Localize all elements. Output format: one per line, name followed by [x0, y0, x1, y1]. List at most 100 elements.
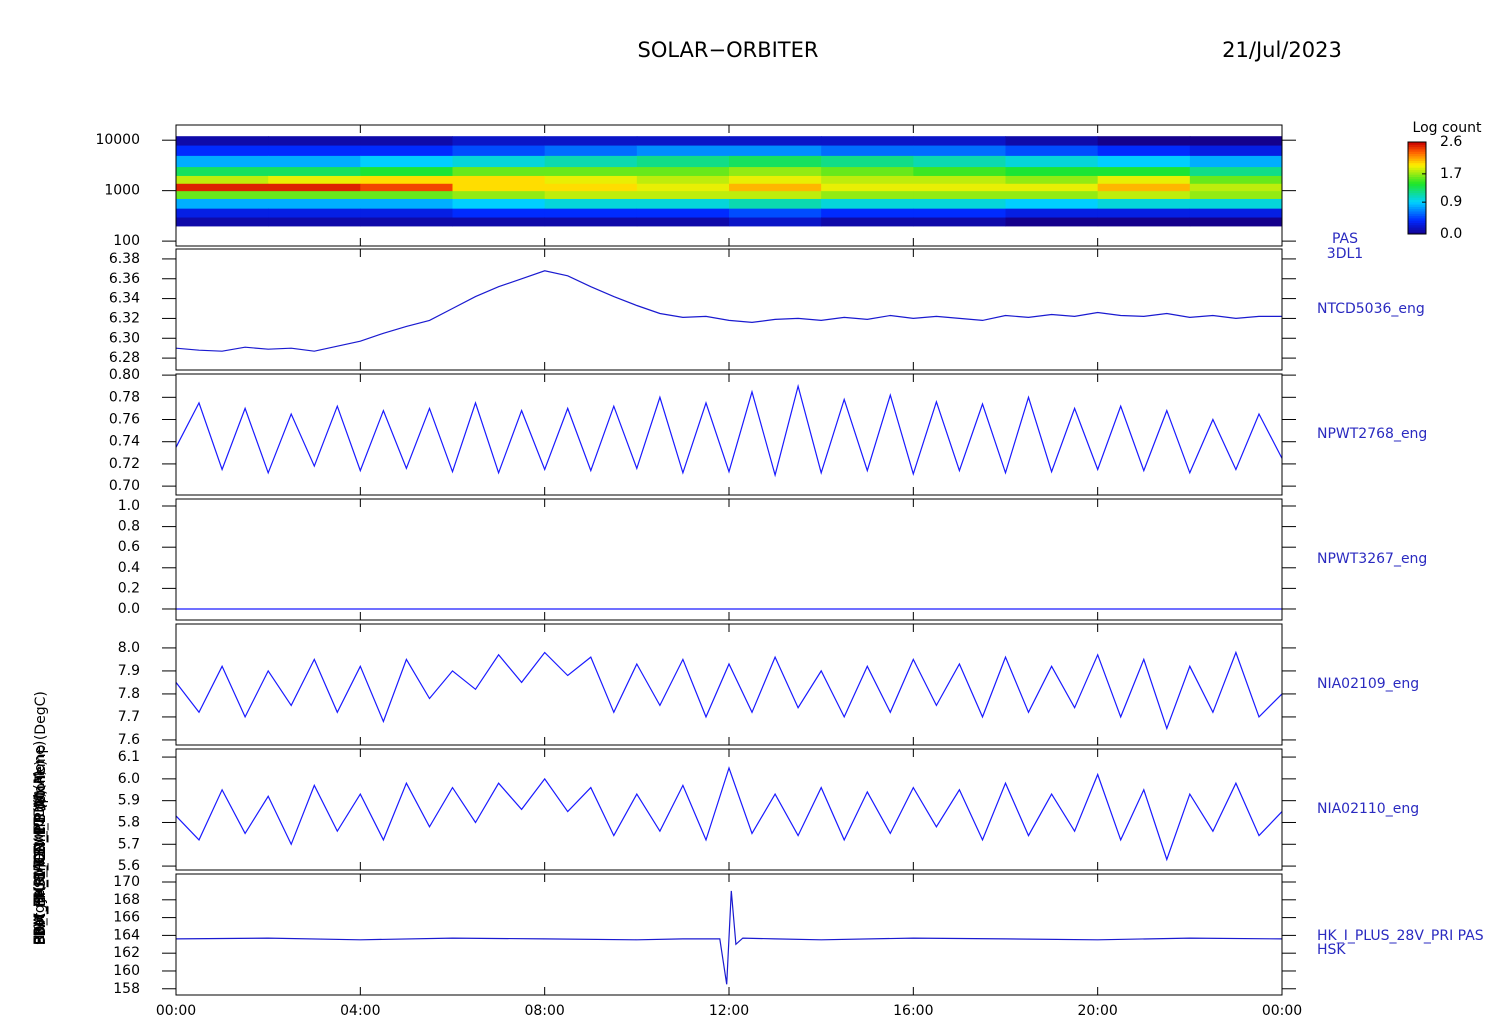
heatmap-cell: [636, 155, 730, 168]
heatmap-cell: [360, 198, 453, 209]
heatmap-cell: [1097, 166, 1191, 176]
colorbar-segment: [1408, 142, 1426, 145]
heatmap-cell: [176, 208, 269, 218]
heatmap-cell: [1097, 217, 1191, 227]
heatmap-cell: [268, 217, 361, 227]
colorbar-segment: [1408, 211, 1426, 214]
y-tick-label: 0.76: [109, 412, 140, 428]
colorbar-tick-label: 2.6: [1440, 134, 1462, 150]
colorbar-segment: [1408, 165, 1426, 168]
y-tick-label: 6.34: [109, 291, 140, 307]
heatmap-cell: [821, 155, 914, 168]
colorbar-tick-label: 1.7: [1440, 166, 1462, 182]
heatmap-cell: [729, 217, 822, 227]
y-tick-label: 5.9: [118, 793, 140, 809]
heatmap-cell: [360, 155, 453, 168]
heatmap-cell: [1005, 183, 1099, 192]
heatmap-cell: [913, 183, 1006, 192]
heatmap-cell: [544, 190, 638, 199]
heatmap-cell: [268, 175, 361, 184]
y-tick-label: 0.8: [118, 519, 140, 535]
colorbar-segment: [1408, 155, 1426, 159]
heatmap-cell: [821, 217, 914, 227]
heatmap-cell: [452, 145, 546, 156]
chart-date: 21/Jul/2023: [1222, 38, 1342, 62]
heatmap-cell: [268, 198, 361, 209]
panel-frame: [175, 248, 1283, 371]
heatmap-cell: [636, 198, 730, 209]
heatmap-cell: [636, 136, 730, 146]
heatmap-cell: [452, 136, 546, 146]
heatmap-cell: [1189, 145, 1283, 156]
x-tick-label: 00:00: [1262, 1003, 1302, 1019]
colorbar-segment: [1408, 162, 1426, 166]
y-tick-label: 0.74: [109, 434, 140, 450]
heatmap-cell: [176, 175, 269, 184]
panel-frame: [175, 498, 1283, 621]
heatmap-cell: [1189, 183, 1283, 192]
x-tick-label: 08:00: [524, 1003, 564, 1019]
y-tick-label: 0.4: [118, 560, 140, 576]
heatmap-cell: [1005, 217, 1099, 227]
heatmap-cell: [636, 145, 730, 156]
heatmap-cell: [176, 136, 269, 146]
heatmap-cell: [360, 183, 453, 192]
colorbar-segment: [1408, 222, 1426, 226]
heatmap-cell: [636, 190, 730, 199]
y-tick-label: 6.0: [118, 771, 140, 787]
colorbar-tick-label: 0.9: [1440, 194, 1462, 210]
y-tick-label: 164: [113, 927, 140, 943]
heatmap-cell: [360, 136, 453, 146]
heatmap-cell: [268, 166, 361, 176]
y-axis-label: HK_I_PLUS_28V_PRI (mA): [32, 770, 48, 945]
colorbar-segment: [1408, 174, 1426, 177]
heatmap-cell: [821, 198, 914, 209]
y-tick-label: 0.6: [118, 539, 140, 555]
colorbar-segment: [1408, 183, 1426, 187]
heatmap-cell: [544, 198, 638, 209]
heatmap-cell: [1097, 183, 1191, 192]
heatmap-cell: [913, 190, 1006, 199]
heatmap-cell: [176, 190, 269, 199]
heatmap-cell: [544, 175, 638, 184]
y-axis-label: PDM_HK_IMON_PCDM (Mone): [32, 741, 48, 945]
heatmap-cell: [1005, 136, 1099, 146]
heatmap-cell: [1189, 155, 1283, 168]
series-line: [175, 270, 1282, 352]
heatmap-cell: [913, 175, 1006, 184]
series-line: [175, 650, 1283, 731]
heatmap-cell: [544, 166, 638, 176]
panel-label: 3DL1: [1327, 246, 1363, 262]
heatmap-cell: [452, 217, 546, 227]
heatmap-cell: [821, 208, 914, 218]
heatmap-cell: [729, 208, 822, 218]
heatmap-cell: [268, 145, 361, 156]
heatmap-cell: [1097, 145, 1191, 156]
y-tick-label: 166: [113, 910, 140, 926]
y-tick-label: 5.7: [118, 836, 140, 852]
colorbar-segment: [1408, 185, 1426, 189]
heatmap-cell: [452, 155, 546, 168]
heatmap-cell: [1005, 155, 1099, 168]
heatmap-cell: [544, 217, 638, 227]
heatmap-cell: [913, 217, 1006, 227]
heatmap-cell: [176, 155, 269, 168]
heatmap-cell: [913, 136, 1006, 146]
y-tick-label: 5.6: [118, 858, 140, 874]
heatmap-cell: [729, 175, 822, 184]
heatmap-cell: [268, 190, 361, 199]
x-tick-label: 16:00: [893, 1003, 933, 1019]
heatmap-cell: [1189, 198, 1283, 209]
heatmap-cell: [268, 155, 361, 168]
y-tick-label: 0.70: [109, 478, 140, 494]
series-source: HSK: [1317, 942, 1346, 958]
colorbar-segment: [1408, 204, 1426, 207]
y-tick-label: 170: [113, 874, 140, 890]
colorbar-segment: [1408, 188, 1426, 191]
heatmap-cell: [1189, 217, 1283, 227]
heatmap-cell: [360, 175, 453, 184]
colorbar-segment: [1408, 208, 1426, 212]
heatmap-cell: [1189, 190, 1283, 199]
y-tick-label: 162: [113, 945, 140, 961]
colorbar-segment: [1408, 192, 1426, 196]
